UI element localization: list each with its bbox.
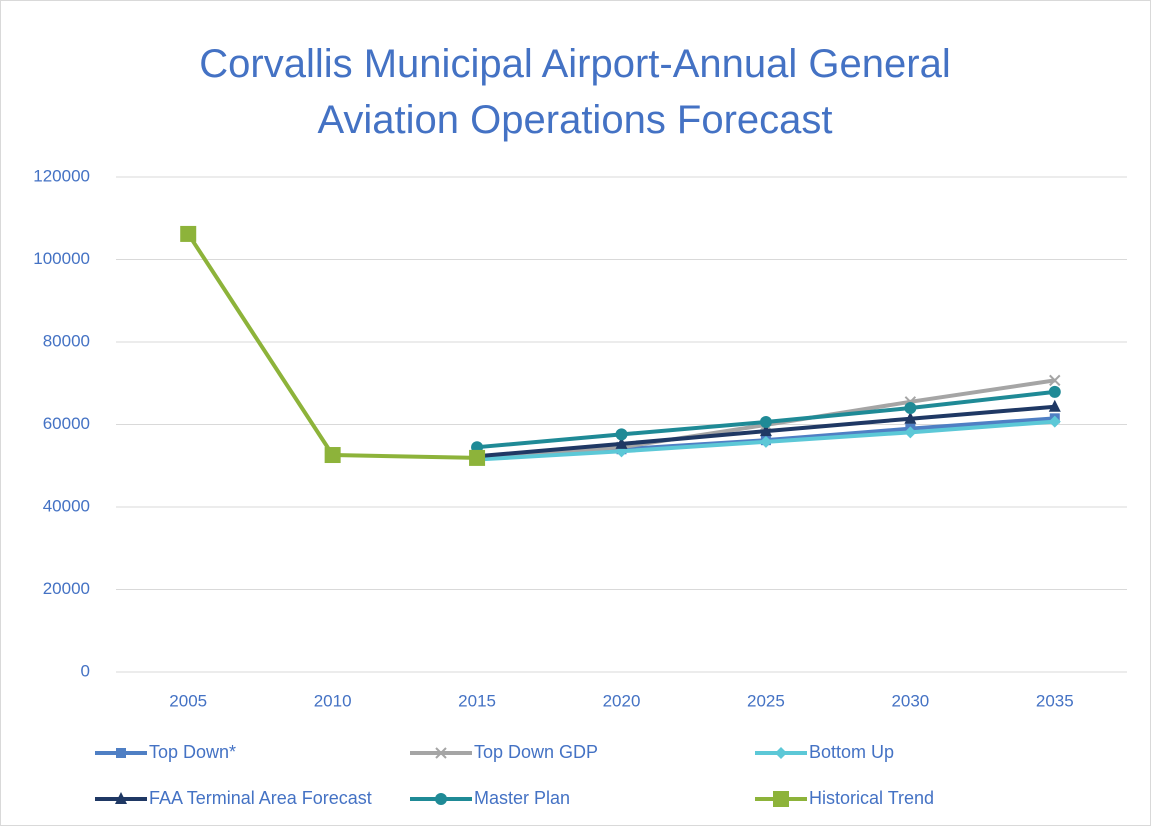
marker — [904, 411, 917, 424]
legend-marker — [775, 747, 787, 759]
x-tick-label: 2005 — [169, 691, 207, 710]
marker — [1048, 399, 1061, 412]
x-tick-label: 2030 — [891, 691, 929, 710]
chart-title: Corvallis Municipal Airport-Annual Gener… — [199, 42, 951, 142]
legend-marker — [116, 748, 126, 758]
legend-marker — [435, 747, 447, 759]
marker — [1049, 374, 1061, 387]
x-tick-label: 2015 — [458, 691, 496, 710]
y-tick-label: 100000 — [33, 249, 90, 268]
marker — [469, 449, 486, 466]
y-tick-label: 60000 — [43, 414, 90, 433]
legend-label: FAA Terminal Area Forecast — [149, 788, 372, 808]
y-tick-label: 0 — [81, 661, 90, 680]
marker — [1048, 415, 1061, 428]
marker — [904, 402, 917, 414]
legend-label: Historical Trend — [809, 788, 934, 808]
x-tick-label: 2010 — [314, 691, 352, 710]
y-tick-label: 20000 — [43, 579, 90, 598]
y-tick-label: 120000 — [33, 166, 90, 185]
marker — [615, 436, 628, 449]
y-tick-label: 40000 — [43, 496, 90, 515]
x-tick-label: 2025 — [747, 691, 785, 710]
marker — [324, 447, 341, 464]
marker — [180, 225, 197, 242]
x-tick-label: 2020 — [603, 691, 641, 710]
legend-marker — [115, 792, 127, 804]
x-tick-label: 2035 — [1036, 691, 1074, 710]
legend-label: Master Plan — [474, 788, 570, 808]
marker — [904, 426, 917, 439]
marker — [759, 435, 772, 448]
marker — [759, 424, 772, 437]
legend-marker — [773, 791, 789, 807]
y-tick-label: 80000 — [43, 331, 90, 350]
marker — [759, 416, 772, 429]
marker — [615, 428, 628, 441]
marker — [1048, 385, 1061, 398]
legend-label: Bottom Up — [809, 742, 894, 762]
legend-marker — [435, 793, 447, 805]
legend-label: Top Down GDP — [474, 742, 598, 762]
legend-label: Top Down* — [149, 742, 236, 762]
